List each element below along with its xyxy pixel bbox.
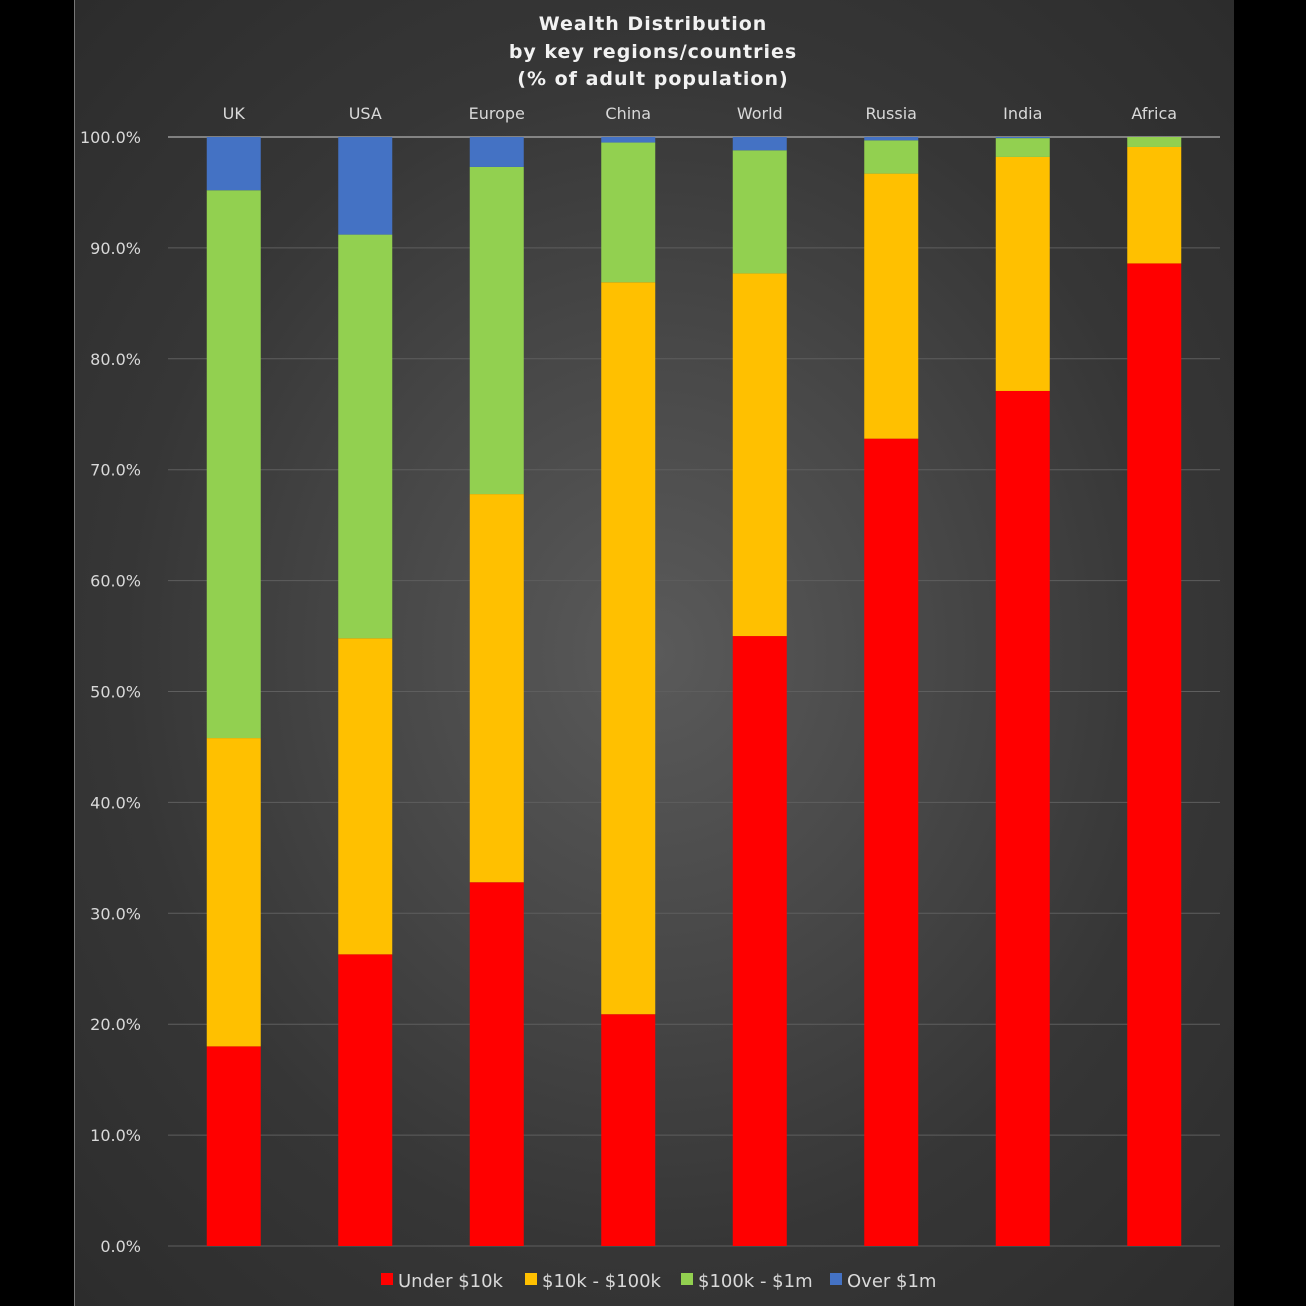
y-tick-label: 20.0% (90, 1015, 141, 1034)
bar-segment (338, 137, 393, 235)
chart-title-line-3: (% of adult population) (517, 68, 788, 90)
bar-segment (206, 190, 261, 739)
bar-segment (601, 282, 656, 1015)
bar-segment (338, 638, 393, 955)
y-tick-label: 80.0% (90, 350, 141, 369)
legend-swatch (830, 1273, 842, 1285)
legend-item: $10k - $100k (525, 1271, 662, 1292)
y-tick-label: 90.0% (90, 239, 141, 258)
bar-segment (732, 636, 787, 1246)
bar-segment (995, 138, 1050, 157)
x-tick-label: Russia (866, 104, 917, 123)
bar-stack-usa (338, 137, 393, 1246)
x-tick-label: China (605, 104, 651, 123)
bar-segment (206, 137, 261, 191)
legend-label: Over $1m (847, 1271, 936, 1292)
bar-segment (206, 738, 261, 1047)
bar-segment (732, 150, 787, 274)
bar-segment (995, 137, 1050, 139)
legend: Under $10k $10k - $100k $100k - $1m Over $1… (381, 1271, 936, 1292)
bar-segment (1127, 137, 1182, 147)
bar-segment (732, 273, 787, 637)
bar-segment (469, 494, 524, 883)
legend-swatch (681, 1273, 693, 1285)
chart-title-line-1: Wealth Distribution (539, 13, 768, 35)
bar-segment (864, 438, 919, 1246)
legend-item: Under $10k (381, 1271, 504, 1292)
bar-segment (206, 1046, 261, 1246)
y-tick-label: 40.0% (90, 793, 141, 812)
legend-label: Under $10k (398, 1271, 504, 1292)
bar-stack-india (995, 137, 1050, 1246)
bar-segment (864, 137, 919, 141)
y-tick-label: 10.0% (90, 1126, 141, 1145)
bar-stack-uk (206, 137, 261, 1246)
x-tick-label: UK (223, 104, 246, 123)
chart-title-line-2: by key regions/countries (509, 41, 797, 63)
bar-segment (469, 166, 524, 495)
x-tick-label: Europe (469, 104, 525, 123)
legend-swatch (381, 1273, 393, 1285)
bar-segment (995, 390, 1050, 1246)
y-tick-label: 70.0% (90, 461, 141, 480)
bar-segment (338, 234, 393, 639)
bar-segment (864, 140, 919, 174)
x-tick-label: Africa (1131, 104, 1177, 123)
legend-item: $100k - $1m (681, 1271, 813, 1292)
legend-label: $100k - $1m (698, 1271, 813, 1292)
y-tick-label: 100.0% (80, 128, 141, 147)
y-tick-label: 30.0% (90, 904, 141, 923)
bar-segment (469, 137, 524, 167)
bar-segment (1127, 146, 1182, 264)
bar-segment (864, 173, 919, 439)
bar-segment (338, 954, 393, 1246)
legend-swatch (525, 1273, 537, 1285)
bar-segment (601, 142, 656, 283)
bar-stack-africa (1127, 137, 1182, 1246)
bar-segment (1127, 263, 1182, 1246)
x-tick-label: World (737, 104, 783, 123)
bar-segment (732, 137, 787, 151)
x-tick-label: USA (349, 104, 382, 123)
y-tick-label: 60.0% (90, 572, 141, 591)
chart: Wealth Distribution by key regions/count… (80, 13, 1220, 1292)
y-tick-label: 50.0% (90, 683, 141, 702)
bar-segment (601, 137, 656, 143)
y-tick-label: 0.0% (100, 1237, 141, 1256)
bar-stack-russia (864, 137, 919, 1246)
bar-stack-europe (469, 137, 524, 1246)
bar-segment (469, 882, 524, 1246)
bar-segment (995, 156, 1050, 391)
chart-title: Wealth Distribution by key regions/count… (509, 13, 797, 90)
bar-stack-world (732, 137, 787, 1246)
bars (206, 137, 1182, 1246)
chart-panel: Wealth Distribution by key regions/count… (74, 0, 1234, 1306)
bar-segment (601, 1014, 656, 1246)
y-axis: 0.0% 10.0% 20.0% 30.0% 40.0% 50.0% 60.0% 70.0% 8… (80, 128, 141, 1256)
legend-label: $10k - $100k (542, 1271, 662, 1292)
legend-item: Over $1m (830, 1271, 936, 1292)
gridlines (168, 136, 1220, 1247)
x-tick-label: India (1003, 104, 1042, 123)
x-axis: UK USA Europe China World Russia India Africa (223, 104, 1177, 123)
bar-stack-china (601, 137, 656, 1246)
